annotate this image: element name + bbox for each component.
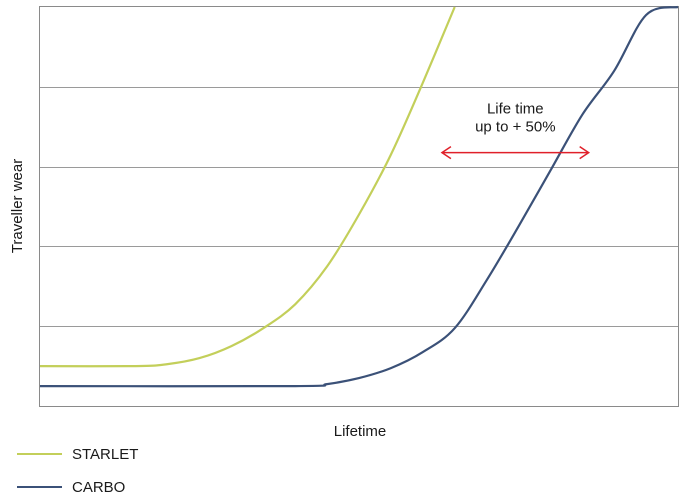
series-line-starlet (39, 6, 456, 368)
legend-label-starlet: STARLET (72, 446, 138, 463)
y-axis-label: Traveller wear (9, 159, 26, 253)
annotation-arrowhead-left (440, 146, 452, 160)
series-line-carbo (39, 5, 679, 388)
legend-label-carbo: CARBO (72, 479, 125, 496)
annotation: Life time up to + 50% (440, 101, 591, 160)
annotation-label-line-2: up to + 50% (475, 119, 555, 136)
legend: STARLET CARBO (17, 446, 138, 496)
x-axis-label: Lifetime (334, 423, 387, 440)
annotation-arrowhead-right (579, 146, 591, 160)
grid-lines (40, 87, 678, 327)
annotation-label-line-1: Life time (487, 101, 544, 118)
plot-area-frame (39, 6, 679, 407)
series-layer (39, 5, 679, 388)
